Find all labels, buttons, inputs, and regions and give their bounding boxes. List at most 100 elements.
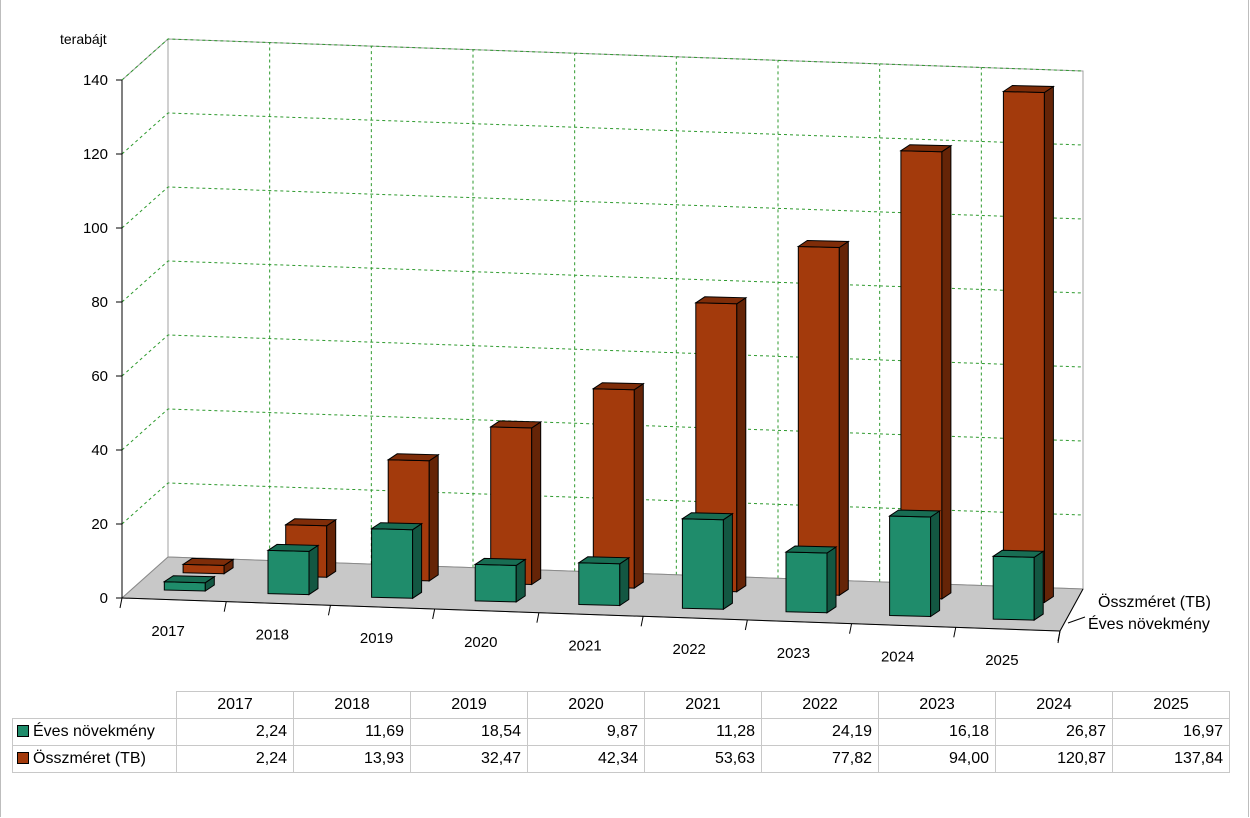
bar-top-face — [1001, 84, 1055, 94]
bar-top-face — [784, 545, 838, 554]
legend-label: Éves növekmény — [33, 723, 155, 740]
bar-side-face — [326, 518, 337, 579]
table-value-cell: 11,69 — [293, 718, 411, 746]
x-tick-label: 2024 — [881, 649, 914, 666]
bar-front-face — [371, 528, 414, 599]
depth-tick-mid — [1067, 616, 1086, 624]
bar-front-face — [992, 555, 1035, 621]
bar-front-series — [266, 543, 320, 596]
table-corner-cell — [12, 691, 177, 719]
bar-front-face — [681, 518, 724, 610]
table-value-cell: 77,82 — [761, 745, 879, 773]
x-axis-line — [121, 597, 1061, 632]
table-header-cell: 2024 — [995, 691, 1113, 719]
bars-front-series — [162, 509, 1045, 622]
y-tick-label: 100 — [83, 220, 108, 237]
bar-back-series — [899, 144, 953, 600]
h-grid-line — [121, 408, 1084, 451]
bar-front-face — [1002, 90, 1045, 604]
bar-back-series — [1001, 84, 1055, 604]
bar-top-face — [284, 518, 338, 527]
h-grid-line — [121, 334, 1084, 377]
table-series-name: Éves növekmény — [12, 718, 177, 746]
y-tick-label: 40 — [91, 442, 108, 459]
bar-side-face — [428, 453, 439, 582]
table-value-cell: 11,28 — [644, 718, 762, 746]
table-value-cell: 53,63 — [644, 745, 762, 773]
y-tick-label: 20 — [91, 516, 108, 533]
bar-top-face — [991, 549, 1045, 558]
x-tick-mark — [640, 616, 644, 627]
bar-front-face — [889, 515, 932, 618]
legend-swatch — [17, 724, 29, 737]
bar-front-series — [680, 512, 734, 611]
left-wall — [121, 37, 169, 600]
axes — [116, 79, 1086, 644]
table-value-cell: 137,84 — [1112, 745, 1230, 773]
x-tick-label: 2017 — [151, 623, 184, 640]
table-header-cell: 2025 — [1112, 691, 1230, 719]
table-value-cell: 13,93 — [293, 745, 411, 773]
bar-front-face — [267, 549, 310, 596]
bar-front-face — [182, 563, 225, 575]
x-tick-mark — [327, 605, 331, 616]
table-value-cell: 2,24 — [176, 745, 294, 773]
table-row: Éves növekmény 2,24 11,69 18,54 9,87 11,28 24,… — [12, 718, 1230, 746]
h-grid-line — [121, 186, 1084, 229]
bar-front-series — [991, 549, 1045, 622]
table-header-cell: 2019 — [410, 691, 528, 719]
x-tick-mark — [953, 627, 957, 638]
bar-top-face — [899, 144, 953, 153]
x-tick-mark — [849, 623, 853, 634]
bar-top-face — [473, 557, 527, 566]
bar-back-series — [181, 557, 235, 575]
table-value-cell: 16,18 — [878, 718, 996, 746]
x-tick-label: 2020 — [464, 634, 497, 651]
bars-back-series — [181, 84, 1055, 604]
bar-front-series — [162, 575, 216, 592]
h-grid-line — [121, 112, 1084, 155]
bar-side-face — [838, 240, 849, 597]
bar-side-face — [930, 510, 941, 618]
table-header-cell: 2023 — [878, 691, 996, 719]
bar-side-face — [941, 144, 952, 600]
legend-swatch — [17, 751, 29, 764]
table-value-cell: 120,87 — [995, 745, 1113, 773]
table-header-cell: 2017 — [176, 691, 294, 719]
depth-axis-line — [1059, 588, 1084, 632]
bar-side-face — [633, 382, 644, 590]
bar-back-series — [796, 239, 850, 597]
bar-back-series — [591, 382, 645, 590]
bar-top-face — [386, 453, 440, 462]
x-tick-label: 2021 — [568, 638, 601, 655]
bar-front-face — [578, 562, 621, 607]
bar-top-face — [489, 420, 543, 429]
x-tick-mark — [432, 608, 436, 620]
bar-front-face — [797, 245, 840, 596]
table-header-cell: 2018 — [293, 691, 411, 719]
table-value-cell: 24,19 — [761, 718, 879, 746]
bar-side-face — [722, 512, 733, 611]
table-header-row: 2017 2018 2019 2020 2021 2022 2023 2024 2025 — [12, 691, 1230, 719]
bar-top-face — [266, 543, 320, 552]
x-tick-label: 2019 — [360, 630, 393, 647]
table-value-cell: 18,54 — [410, 718, 528, 746]
bar-top-face — [591, 382, 645, 391]
y-tick-label: 140 — [83, 72, 108, 89]
x-tick-mark — [223, 601, 227, 612]
table-header-cell: 2021 — [644, 691, 762, 719]
bar-side-face — [736, 296, 747, 593]
y-tick-label: 0 — [100, 590, 108, 607]
y-axis-title: terabájt — [60, 31, 107, 47]
bar-side-face — [531, 420, 542, 586]
bar-top-face — [577, 556, 631, 565]
bar-front-series — [888, 509, 942, 618]
table-header-cell: 2020 — [527, 691, 645, 719]
depth-label-front-series: Éves növekmény — [1088, 614, 1210, 633]
depth-label-back-series: Összméret (TB) — [1098, 593, 1211, 611]
x-tick-mark — [1057, 630, 1061, 642]
table-row: Összméret (TB) 2,24 13,93 32,47 42,34 53,63 77… — [12, 745, 1230, 773]
x-tick-label: 2022 — [673, 641, 706, 658]
x-tick-mark — [536, 612, 540, 623]
